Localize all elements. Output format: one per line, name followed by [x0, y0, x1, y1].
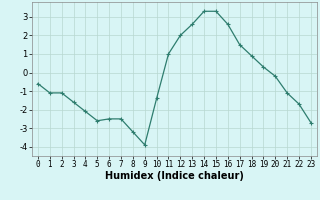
X-axis label: Humidex (Indice chaleur): Humidex (Indice chaleur) [105, 171, 244, 181]
